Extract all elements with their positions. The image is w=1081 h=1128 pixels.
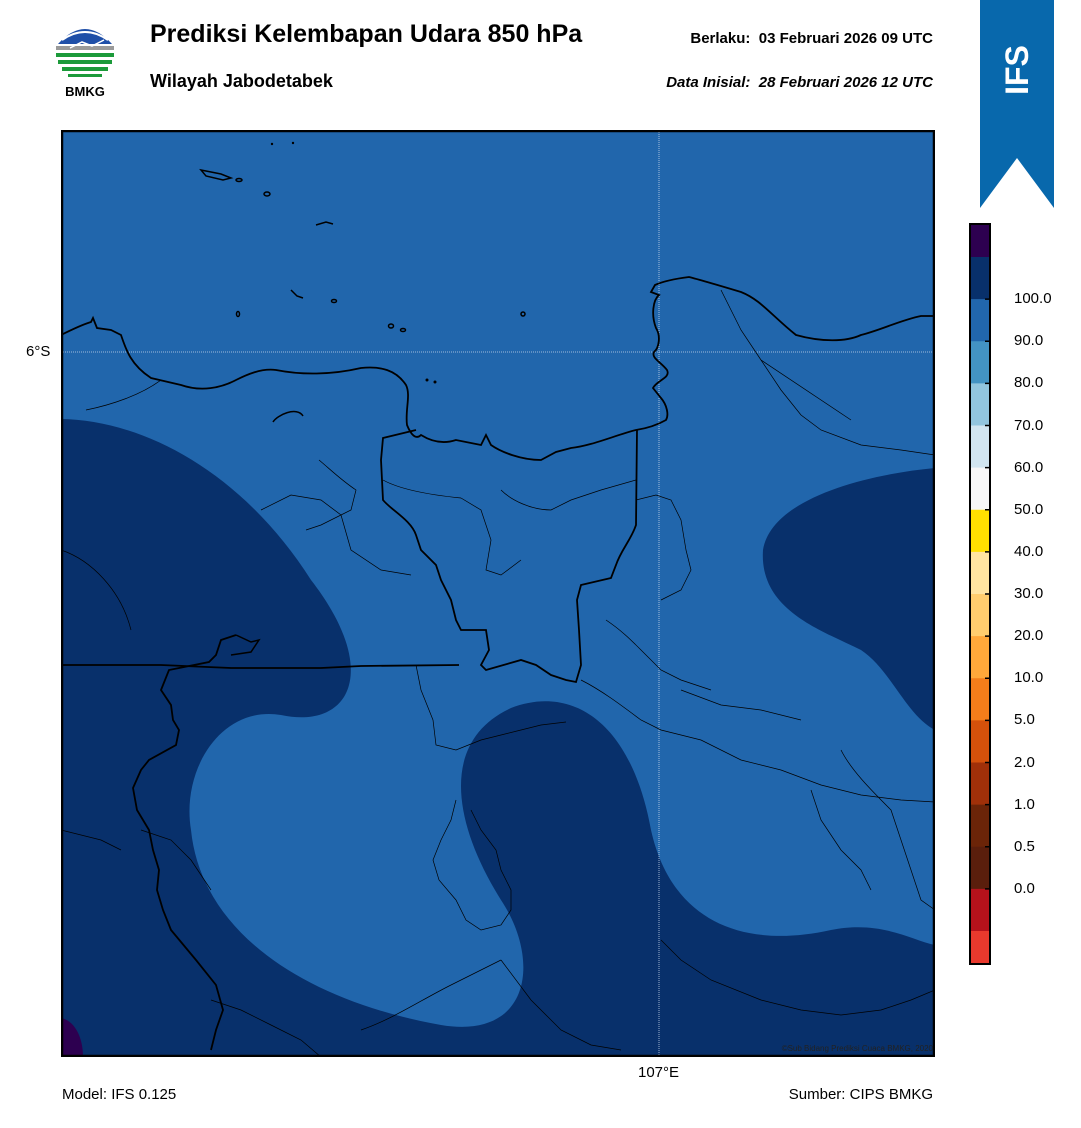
colorbar-segment (969, 931, 991, 966)
island (263, 191, 271, 197)
island (199, 168, 234, 181)
bmkg-logo-text: BMKG (65, 84, 105, 99)
humidity-90-100-east (762, 468, 935, 730)
province-border (132, 634, 237, 1051)
copyright-note: ©Sub Bidang Prediksi Cuaca BMKG, 2020 (781, 1044, 933, 1053)
district-border (415, 664, 567, 751)
valid-time-value: 03 Februari 2026 09 UTC (758, 30, 933, 47)
island (330, 298, 338, 304)
colorbar-tick-label: 10.0 (1014, 669, 1044, 687)
district-border (500, 479, 637, 511)
island (520, 311, 526, 317)
humidity-90-100-west (61, 419, 935, 1057)
colorbar-tick-label: 2.0 (1014, 753, 1035, 771)
island (315, 221, 334, 226)
district-border (720, 289, 935, 456)
model-info: Model: IFS 0.125 (62, 1086, 177, 1103)
island (290, 289, 304, 299)
colorbar-segment (969, 678, 991, 721)
colorbar-segment (969, 636, 991, 679)
init-time: Data Inisial: 28 Februari 2026 12 UTC (666, 74, 933, 91)
latitude-tick-label: 6°S (26, 343, 51, 360)
colorbar-tick-label: 80.0 (1014, 374, 1044, 392)
district-border (810, 789, 872, 891)
district-border (360, 959, 502, 1031)
map-title: Prediksi Kelembapan Udara 850 hPa (150, 20, 583, 48)
colorbar-tick-label: 30.0 (1014, 585, 1044, 602)
colorbar-tick-label: 0.0 (1014, 879, 1035, 897)
map-frame (60, 129, 936, 1058)
colorbar-segment (969, 341, 991, 384)
colorbar-segment (969, 551, 991, 595)
colorbar-segment (969, 762, 991, 806)
district-border (61, 549, 132, 631)
colorbar-segment (969, 467, 991, 511)
district-border (460, 497, 522, 576)
island (291, 141, 295, 145)
humidity-map (60, 129, 936, 1058)
island (399, 327, 407, 333)
island (235, 310, 241, 318)
colorbar-tick-label: 40.0 (1014, 542, 1044, 560)
island (270, 142, 274, 146)
district-border (432, 799, 512, 931)
district-border (605, 619, 712, 691)
island (387, 323, 395, 329)
colorbar-tick-label: 70.0 (1014, 416, 1044, 434)
district-border (85, 379, 162, 411)
bmkg-logo-icon (52, 18, 118, 102)
province-border (380, 429, 638, 684)
valid-time-label: Berlaku: (690, 30, 751, 47)
district-border (660, 939, 935, 1016)
district-border (760, 359, 852, 421)
colorbar-tick-label: 5.0 (1014, 711, 1035, 729)
island (235, 177, 243, 183)
colorbar-segment (969, 425, 991, 469)
colorbar-tick-label: 100.0 (1014, 290, 1052, 308)
colorbar-segment (969, 223, 991, 258)
colorbar-tick-label: 0.5 (1014, 837, 1035, 855)
district-border (140, 829, 212, 891)
district-border (580, 679, 935, 803)
ifs-badge-text: IFS (998, 45, 1035, 95)
island (433, 380, 437, 384)
colorbar-tick-label: 60.0 (1014, 458, 1044, 476)
colorbar-segment (969, 804, 991, 848)
district-border (382, 479, 462, 499)
humidity-100-region (61, 1018, 83, 1057)
longitude-tick-label: 107°E (638, 1064, 680, 1081)
colorbar-segment (969, 846, 991, 890)
colorbar-tick-label: 1.0 (1014, 795, 1035, 813)
ifs-badge (980, 0, 1054, 208)
colorbar-segment (969, 594, 991, 637)
colorbar-segment (969, 383, 991, 426)
colorbar-segment (969, 299, 991, 342)
district-border (305, 459, 357, 531)
init-time-value: 28 Februari 2026 12 UTC (758, 74, 933, 91)
colorbar (969, 223, 991, 966)
district-border (635, 494, 692, 601)
valid-time: Berlaku: 03 Februari 2026 09 UTC (690, 30, 933, 47)
colorbar-segment (969, 509, 991, 553)
colorbar-segment (969, 257, 991, 300)
colorbar-tick-label: 90.0 (1014, 332, 1044, 350)
colorbar-segment (969, 888, 991, 932)
district-border (840, 749, 935, 911)
island (425, 378, 429, 382)
coastline (61, 276, 935, 461)
map-subtitle: Wilayah Jabodetabek (150, 71, 333, 91)
colorbar-tick-label: 50.0 (1014, 500, 1044, 518)
init-time-label: Data Inisial: (666, 74, 751, 91)
district-border (210, 999, 322, 1057)
colorbar-tick-label: 20.0 (1014, 627, 1044, 645)
district-border (680, 689, 802, 721)
district-border (500, 959, 622, 1051)
district-border (61, 829, 122, 851)
source-info: Sumber: CIPS BMKG (788, 1086, 933, 1103)
district-border (260, 494, 412, 576)
colorbar-segment (969, 720, 991, 763)
province-border (61, 664, 460, 669)
